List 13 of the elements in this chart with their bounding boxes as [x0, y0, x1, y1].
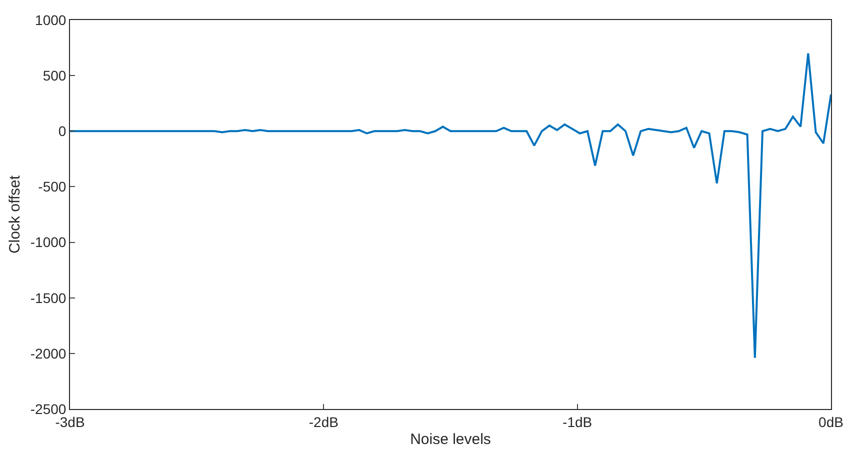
- x-tick-label: -2dB: [308, 414, 338, 430]
- y-tick-label: -1500: [30, 290, 66, 306]
- x-tick-label: -1dB: [562, 414, 592, 430]
- x-tick-label: 0dB: [818, 414, 844, 430]
- x-axis-title: Noise levels: [410, 430, 491, 448]
- y-tick-label: -1000: [30, 234, 66, 250]
- y-axis-title: Clock offset: [6, 174, 24, 254]
- y-tick-label: -500: [38, 178, 66, 195]
- y-tick-label: 1000: [35, 12, 66, 28]
- y-tick-label: 500: [42, 67, 66, 84]
- y-tick-label: 0: [58, 123, 66, 140]
- line-series: [70, 52, 831, 359]
- y-tick-label: -2000: [30, 345, 66, 362]
